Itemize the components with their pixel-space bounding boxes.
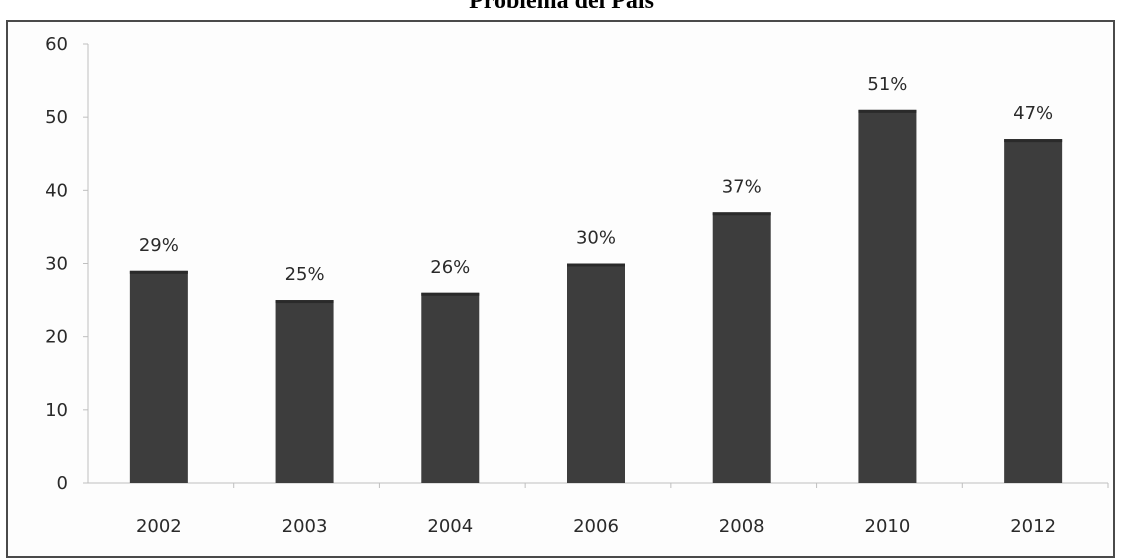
x-tick-label-2002: 2002 [136, 516, 182, 537]
x-tick-label-2006: 2006 [573, 516, 619, 537]
bar-top-edge [1004, 139, 1063, 143]
x-tick-label-2008: 2008 [719, 516, 765, 537]
x-tick-label-2012: 2012 [1010, 516, 1056, 537]
data-label-2002: 29% [139, 235, 179, 256]
y-tick-label: 10 [45, 400, 68, 421]
x-tick-label-2004: 2004 [427, 516, 473, 537]
bar-2006 [567, 263, 625, 483]
data-label-2004: 26% [430, 257, 470, 278]
data-label-2012: 47% [1013, 103, 1053, 124]
y-tick-label: 0 [57, 473, 68, 494]
chart-axes: 0 10 20 30 40 50 60 [45, 34, 1109, 494]
x-tick-label-2010: 2010 [865, 516, 911, 537]
chart-title: Problema del País [469, 0, 654, 14]
y-tick-label: 50 [45, 107, 68, 128]
data-label-2010: 51% [867, 74, 907, 95]
bar-2008 [712, 212, 771, 484]
bar-2002 [129, 270, 188, 483]
bar-top-edge [275, 300, 334, 304]
y-tick-label: 60 [45, 34, 68, 55]
data-label-2003: 25% [285, 264, 325, 285]
bar-2012 [1004, 139, 1063, 483]
chart-frame [6, 20, 1115, 558]
data-label-2006: 30% [576, 228, 616, 249]
bar-top-edge [129, 270, 188, 274]
bar-top-edge [567, 263, 625, 267]
y-tick-label: 40 [45, 180, 68, 201]
chart-bars [129, 109, 1063, 484]
x-tick-label-2003: 2003 [282, 516, 328, 537]
bar-2003 [275, 300, 334, 483]
y-tick-label: 20 [45, 327, 68, 348]
y-tick-label: 30 [45, 254, 68, 275]
chart-labels: 29% 2002 25% 2003 26% 2004 30% 2006 37% 2008 51% 20… [136, 74, 1056, 537]
bar-2004 [421, 292, 480, 483]
bar-top-edge [712, 212, 771, 216]
bar-top-edge [858, 109, 917, 113]
bar-top-edge [421, 292, 480, 296]
bar-2010 [858, 109, 917, 483]
data-label-2008: 37% [722, 176, 762, 197]
